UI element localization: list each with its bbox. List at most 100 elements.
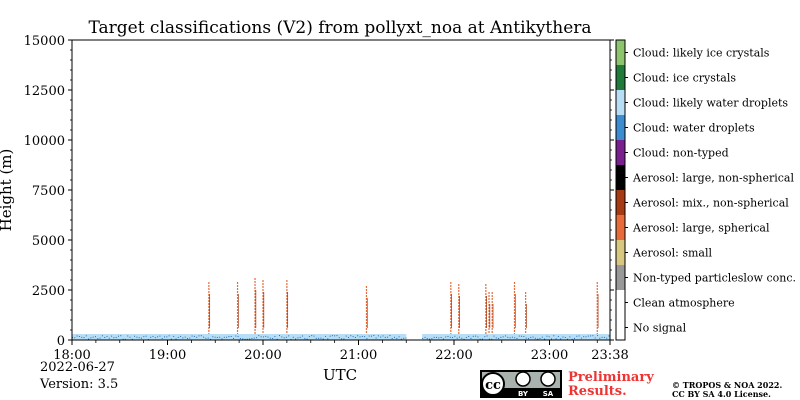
legend-label: Aerosol: mix., non-spherical (632, 197, 789, 210)
water-droplet-pixel (175, 338, 177, 340)
water-droplet-pixel (85, 335, 87, 337)
plot-frame (71, 39, 611, 341)
water-droplet-pixel (269, 337, 271, 339)
water-droplet-pixel (198, 335, 200, 337)
water-droplet-pixel (295, 338, 297, 340)
water-droplet-pixel (555, 338, 557, 340)
water-droplet-pixel (350, 335, 352, 337)
water-droplet-pixel (429, 338, 431, 340)
legend-swatch (616, 140, 625, 165)
water-droplet-pixel (509, 337, 511, 339)
water-droplet-pixel (159, 335, 161, 337)
water-droplet-pixel (396, 337, 398, 339)
water-droplet-pixel (262, 336, 264, 338)
cc-icon (481, 372, 505, 396)
water-droplet-pixel (150, 336, 152, 338)
water-droplet-pixel (495, 337, 497, 339)
y-tick-label: 5000 (32, 234, 65, 249)
legend-swatch (616, 90, 625, 115)
water-droplet-pixel (177, 336, 179, 338)
water-droplet-pixel (590, 335, 592, 337)
x-tick-label: 18:00 (53, 348, 90, 363)
water-droplet-pixel (380, 336, 382, 338)
water-droplet-pixel (320, 337, 322, 339)
water-droplet-pixel (111, 335, 113, 337)
water-droplet-pixel (274, 336, 276, 338)
water-droplet-pixel (580, 337, 582, 339)
x-tick-label: 19:00 (149, 348, 186, 363)
legend-label: Cloud: likely ice crystals (633, 47, 770, 60)
water-droplet-pixel (364, 336, 366, 338)
water-droplet-pixel (440, 336, 442, 338)
water-droplet-pixel (544, 338, 546, 340)
water-droplet-pixel (127, 335, 129, 337)
water-droplet-pixel (447, 336, 449, 338)
water-droplet-pixel (500, 336, 502, 338)
water-droplet-pixel (228, 336, 230, 338)
water-droplet-pixel (433, 336, 435, 338)
legend-label: Aerosol: large, spherical (632, 222, 770, 235)
legend-swatch (616, 215, 625, 240)
legend-label: No signal (633, 322, 687, 335)
water-droplet-pixel (230, 335, 232, 337)
class-legend: No signal Clean atmosphere Non-typed parti… (615, 39, 796, 341)
water-droplet-pixel (348, 336, 349, 338)
water-droplet-pixel (99, 337, 101, 339)
water-droplet-pixel (606, 337, 608, 339)
water-droplet-pixel (583, 336, 585, 338)
legend-swatch (616, 115, 625, 140)
x-tick-label: 20:00 (244, 348, 281, 363)
water-droplet-pixel (521, 335, 523, 337)
water-droplet-pixel (599, 337, 601, 339)
water-droplet-pixel (534, 337, 536, 339)
license-badge: cc BY SA (480, 370, 562, 398)
legend-swatch (616, 65, 625, 90)
y-axis: 0 2500 5000 7500 10000 12500 15000 (24, 34, 614, 349)
water-droplet-pixel (214, 336, 216, 338)
legend-label: Clean atmosphere (633, 297, 735, 310)
water-droplet-pixel (341, 338, 343, 340)
water-droplet-pixel (387, 336, 389, 338)
water-droplet-pixel (193, 335, 195, 337)
water-droplet-pixel (164, 336, 165, 338)
water-droplet-pixel (578, 335, 580, 337)
water-droplet-pixel (525, 337, 527, 339)
water-droplet-pixel (322, 338, 324, 340)
water-droplet-pixel (477, 336, 479, 338)
water-droplet-pixel (210, 338, 211, 340)
water-droplet-pixel (470, 337, 472, 339)
water-droplet-pixel (488, 338, 490, 340)
water-droplet-pixel (422, 337, 424, 339)
water-droplet-pixel (129, 336, 131, 338)
water-droplet-pixel (504, 335, 506, 337)
water-droplet-pixel (569, 336, 571, 338)
water-droplet-pixel (276, 338, 278, 340)
water-droplet-pixel (498, 338, 500, 340)
water-droplet-pixel (576, 335, 578, 337)
water-droplet-pixel (465, 337, 467, 339)
water-droplet-pixel (560, 338, 562, 340)
water-droplet-pixel (141, 337, 142, 339)
water-droplet-pixel (329, 335, 331, 337)
water-droplet-pixel (290, 338, 292, 340)
footer-version: Version: 3.5 (39, 377, 118, 392)
water-droplet-pixel (283, 337, 285, 339)
water-droplet-pixel (124, 338, 126, 340)
water-droplet-pixel (170, 338, 172, 340)
water-droplet-pixel (338, 337, 340, 339)
water-droplet-pixel (237, 336, 239, 338)
water-droplet-pixel (157, 336, 159, 338)
water-droplet-pixel (391, 338, 393, 340)
water-droplet-pixel (481, 338, 483, 340)
water-droplet-pixel (242, 338, 244, 340)
water-droplet-pixel (366, 338, 368, 340)
water-droplet-pixel (371, 335, 372, 337)
water-droplet-pixel (327, 338, 329, 340)
legend-label: Cloud: ice crystals (633, 72, 736, 85)
water-droplet-pixel (472, 335, 474, 337)
water-droplet-pixel (258, 335, 260, 337)
water-droplet-pixel (221, 338, 223, 340)
water-droplet-pixel (345, 335, 347, 337)
water-droplet-pixel (424, 336, 426, 338)
